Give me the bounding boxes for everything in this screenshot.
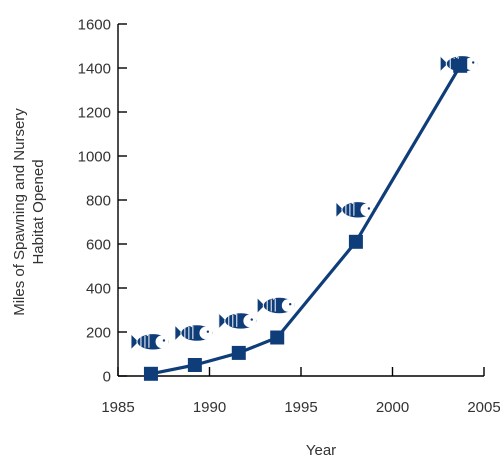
x-tick-label: 1995 xyxy=(284,399,317,416)
y-axis-title-line: Habitat Opened xyxy=(30,159,47,264)
y-tick-label: 400 xyxy=(86,281,111,298)
fish-icon xyxy=(335,199,375,219)
series-line xyxy=(150,64,462,376)
y-tick-label: 1400 xyxy=(78,61,111,78)
axis-labels: Year Miles of Spawning and Nursery Habitat… xyxy=(11,108,336,459)
data-point-marker xyxy=(348,234,363,249)
fish-icon xyxy=(174,323,214,342)
data-point-marker xyxy=(453,58,468,73)
data-series xyxy=(143,58,468,381)
y-tick-label: 1600 xyxy=(78,17,111,34)
fish-icon xyxy=(130,331,170,351)
x-tick-label: 1985 xyxy=(101,399,134,416)
y-tick-label: 600 xyxy=(86,237,111,254)
data-point-marker xyxy=(143,366,158,381)
y-tick-label: 800 xyxy=(86,193,111,210)
fish-icon xyxy=(218,310,258,330)
data-point-marker xyxy=(187,358,202,372)
x-tick-label: 1990 xyxy=(193,399,226,416)
x-axis-title: Year xyxy=(306,442,336,457)
fish-icon xyxy=(257,295,296,315)
data-point-marker xyxy=(231,345,246,360)
y-axis-title-line: Miles of Spawning and Nursery xyxy=(11,108,28,316)
y-tick-label: 1200 xyxy=(78,105,111,122)
x-tick-label: 2005 xyxy=(467,399,500,416)
y-tick-label: 1000 xyxy=(78,149,111,166)
data-point-marker xyxy=(270,330,285,345)
axes: 0 200 400 600 800 1000 1200 1400 1600 1985 1990 199… xyxy=(78,17,500,417)
y-tick-label: 0 xyxy=(103,369,111,386)
y-axis-title: Miles of Spawning and Nursery Habitat Ope… xyxy=(11,108,47,316)
x-tick-label: 2000 xyxy=(376,399,409,416)
y-tick-label: 200 xyxy=(86,325,111,342)
